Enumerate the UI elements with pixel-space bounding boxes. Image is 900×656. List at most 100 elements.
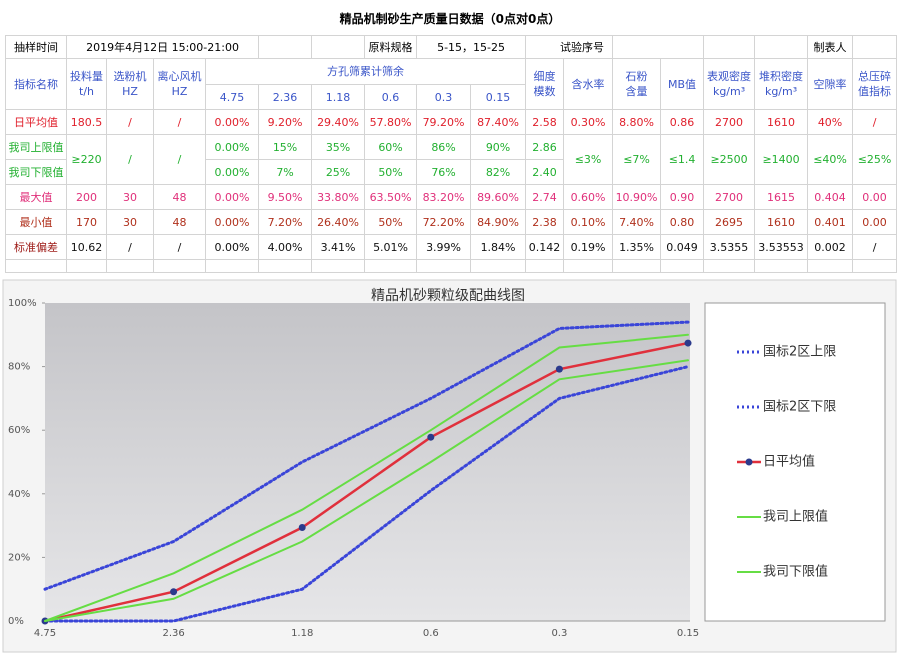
value-cell: 60% — [364, 134, 418, 160]
header-text: 选粉机 — [113, 70, 147, 83]
value-cell: 2.74 — [525, 184, 565, 210]
empty-cell — [807, 259, 854, 273]
header-text: 离心风机 — [157, 70, 202, 83]
value-cell: 0.90 — [660, 184, 705, 210]
value-cell: 0.142 — [525, 234, 565, 260]
value-cell: 0.00% — [204, 184, 260, 210]
header-text: 模数 — [533, 85, 556, 98]
series-line — [43, 320, 690, 591]
value-cell: 0.10% — [563, 209, 614, 235]
value-cell: 9.50% — [258, 184, 313, 210]
y-tick-label: 0% — [8, 616, 24, 627]
value-cell: 0.401 — [807, 209, 854, 235]
value-cell: 7.20% — [258, 209, 313, 235]
empty-cell — [612, 259, 662, 273]
label-cell: 试验序号 — [525, 35, 614, 59]
point — [684, 339, 692, 347]
value-cell: 3.99% — [416, 234, 472, 260]
legend-label: 我司上限值 — [763, 509, 828, 525]
value-cell: 89.60% — [470, 184, 527, 210]
value-cell: 180.5 — [66, 109, 107, 135]
value-cell: 83.20% — [416, 184, 472, 210]
value-cell: 2700 — [703, 109, 756, 135]
value-cell: 9.20% — [258, 109, 313, 135]
x-tick-label: 0.6 — [423, 628, 439, 639]
value-cell: 25% — [311, 159, 366, 185]
value-cell: 10.62 — [66, 234, 107, 260]
empty-cell — [66, 259, 107, 273]
value-cell: 0.30% — [563, 109, 614, 135]
row-label: 日平均值 — [5, 109, 67, 135]
value-cell: ≥220 — [66, 134, 107, 185]
value-cell: 57.80% — [364, 109, 418, 135]
value-cell: 0.00% — [204, 109, 260, 135]
value-cell: 90% — [470, 134, 527, 160]
value-cell: 0.60% — [563, 184, 614, 210]
row-label: 标准偏差 — [5, 234, 67, 260]
value-cell: 1615 — [754, 184, 809, 210]
value-cell: 0.00% — [204, 134, 260, 160]
value-cell: 0.00 — [852, 209, 898, 235]
legend-label: 日平均值 — [763, 454, 815, 470]
value-cell: ≤40% — [807, 134, 854, 185]
sieve-size: 0.3 — [416, 84, 472, 110]
point — [298, 524, 306, 532]
value-cell: 0.00% — [204, 159, 260, 185]
empty-cell — [525, 259, 565, 273]
value-cell: 40% — [807, 109, 854, 135]
x-tick-label: 0.3 — [551, 628, 567, 639]
value-cell: 2.38 — [525, 209, 565, 235]
legend-box — [704, 302, 886, 622]
value-cell: 4.00% — [258, 234, 313, 260]
header-text: MB值 — [668, 77, 697, 91]
value-cell: 35% — [311, 134, 366, 160]
data-table: 抽样时间 2019年4月12日 15:00-21:00 原料规格 5-15，15… — [5, 35, 898, 273]
y-tick-label: 80% — [8, 362, 30, 373]
plot-area — [45, 303, 690, 621]
header-cell: 表观密度 kg/m³ — [703, 58, 756, 110]
value-cell: 8.80% — [612, 109, 662, 135]
header-cell: 空隙率 — [807, 58, 854, 110]
value-cell: 5.01% — [364, 234, 418, 260]
legend-label: 国标2区上限 — [763, 345, 836, 360]
value-cell: 1610 — [754, 209, 809, 235]
series-line — [43, 341, 690, 623]
y-tick-label: 40% — [8, 489, 30, 500]
value-cell: 33.80% — [311, 184, 366, 210]
header-text: 表观密度 — [707, 70, 752, 83]
row-label: 最小值 — [5, 209, 67, 235]
legend-marker — [745, 458, 753, 466]
value-cell: 50% — [364, 159, 418, 185]
header-text: 空隙率 — [813, 77, 847, 91]
y-tick-label: 20% — [8, 552, 30, 563]
header-cell: 指标名称 — [5, 58, 67, 110]
value-cell: 0.00% — [204, 209, 260, 235]
point — [170, 588, 178, 596]
header-text: 含水率 — [571, 77, 605, 91]
value-cell: / — [153, 134, 206, 185]
chart: 精品机砂颗粒级配曲线图 0% 20% 40% 60% 80% 100% 4.75 2.36 1.… — [2, 279, 897, 653]
header-cell: 总压碎 值指标 — [852, 58, 898, 110]
sieve-size: 4.75 — [204, 84, 260, 110]
value-cell: 3.53553 — [754, 234, 809, 260]
series-line — [44, 333, 689, 622]
series-line — [43, 365, 690, 623]
empty-cell — [754, 259, 809, 273]
value-cell: 3.5355 — [703, 234, 756, 260]
value-cell: 7.40% — [612, 209, 662, 235]
empty-cell — [660, 259, 705, 273]
label-cell: 抽样时间 — [5, 35, 67, 59]
label-cell: 原料规格 — [364, 35, 418, 59]
header-text: kg/m³ — [712, 85, 746, 98]
header-text: 含量 — [625, 85, 648, 98]
header-cell: 细度 模数 — [525, 58, 565, 110]
label-cell: 制表人 — [807, 35, 854, 59]
value-cell: / — [852, 109, 898, 135]
value-cell: 30 — [106, 184, 154, 210]
point — [555, 365, 563, 373]
header-text: t/h — [79, 85, 94, 98]
value-cell: / — [153, 234, 206, 260]
point — [427, 433, 435, 441]
value-cell: 30 — [106, 209, 154, 235]
row-label: 最大值 — [5, 184, 67, 210]
